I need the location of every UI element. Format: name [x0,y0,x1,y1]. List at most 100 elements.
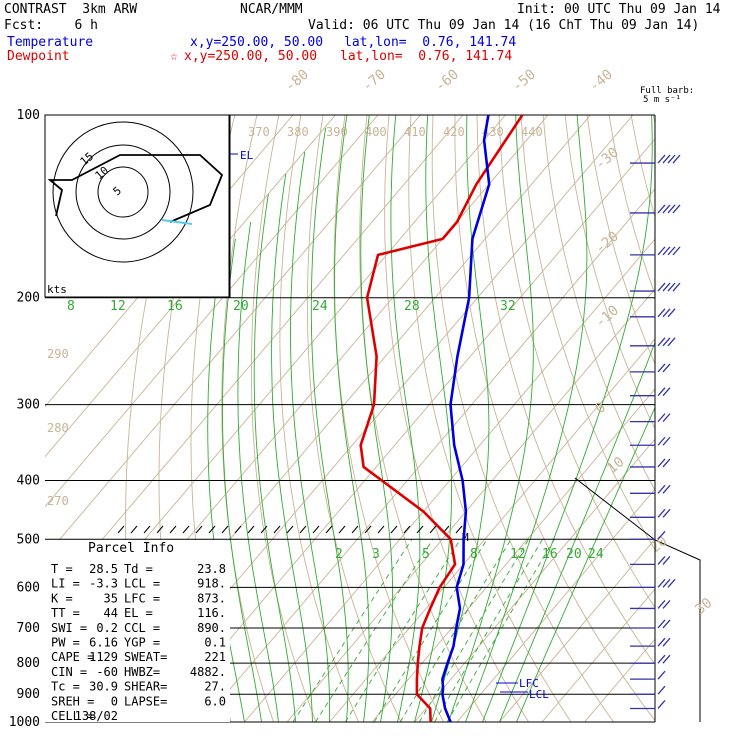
parcel-info-value: 6.16 [89,636,118,650]
el-label: EL [240,149,254,162]
theta-tick-label: 430 [482,125,504,139]
dewpoint-legend-label: Dewpoint [7,49,70,64]
isotherm-line [45,115,379,508]
pressure-tick-label: 400 [17,473,40,488]
wind-barb-flag [657,204,666,214]
isotherm-line [286,288,655,722]
valid-time: Valid: 06 UTC Thu 09 Jan 14 (16 ChT Thu … [308,18,700,33]
wind-barb-flag [667,282,676,292]
wind-barb-flag [657,508,666,518]
parcel-info-value: 890. [197,621,226,635]
hodograph-kts-label: kts [47,283,67,296]
hodograph-ring [97,166,149,218]
isotherm-tick-label: -80 [282,67,312,96]
pressure-tick-label: 900 [17,687,40,702]
dry-adiabat-line [719,115,740,722]
hatch-mark [130,525,138,534]
pressure-tick-label: 800 [17,656,40,671]
parcel-info-key: HWBZ= [124,665,160,679]
hatch-mark [455,525,463,534]
wind-barb-flag [667,308,676,318]
parcel-info-key: Td = [124,562,153,576]
parcel-info-key: CAPE = [51,650,94,664]
dry-adiabat-line [384,115,529,722]
moist-adiabat-line [448,115,534,722]
wind-barb-flag [662,619,671,629]
parcel-info-value: 4882. [190,665,226,679]
source-title: NCAR/MMM [240,2,303,17]
wind-barb-flag [657,600,666,609]
theta-tick-label: 410 [404,125,426,139]
hatch-mark [416,525,424,534]
hatch-mark [221,525,229,534]
isotherm-line [456,488,655,722]
wind-barb-flag [662,600,671,609]
mixing-ratio-line [446,539,555,722]
theta-tick-label: 420 [443,125,465,139]
dry-adiabat-line [431,115,614,722]
hatch-mark [312,525,320,534]
wind-barb-flag [662,282,671,292]
moist-adiabat-line [334,115,370,722]
wind-barb-flag [662,555,671,565]
isotherm-tick-label: -60 [432,67,462,96]
isotherm-tick-label: 10 [604,454,627,477]
temperature-profile [441,114,491,723]
mixing-ratio-line [419,539,530,722]
dewpoint-star-icon: ☆ [170,49,178,64]
wind-barb-flag [662,308,671,318]
wind-barb-flag [657,654,666,664]
moist-adiabat-line [237,221,279,722]
hatch-mark [390,525,398,534]
hatch-mark [364,525,372,534]
parcel-info-value: 23.8 [197,562,226,576]
wind-barb-flag [657,670,666,680]
isotherm-line [159,138,655,722]
hatch-mark [117,525,125,534]
wind-barb-flag [657,555,666,565]
parcel-info-key: EL = [124,606,153,620]
wind-barb-flag [662,363,671,373]
moist-adiabat-line [482,115,653,722]
lfc-label: LFC [519,677,539,690]
hodograph-storm-motion [161,219,193,225]
mixing-ratio-line [315,539,434,722]
hodograph-trace [47,154,224,223]
moist-adiabat-tick-label: 20 [233,299,249,314]
parcel-info-value: 30.9 [89,680,118,694]
parcel-info-value: 27. [204,680,226,694]
dry-adiabat-line [542,115,655,492]
wind-barb-flag [657,530,666,540]
wind-barb-flag [657,700,666,709]
wind-barb-flag [672,282,681,292]
isotherm-tick-label: -70 [359,67,389,96]
mixing-ratio-tick-label: 24 [588,547,604,562]
dry-adiabat-line [498,115,655,609]
parcel-info-value: -60 [96,665,118,679]
wind-barb-flag [657,436,666,446]
wind-barb-flag [657,337,666,347]
dry-adiabat-line [586,115,655,365]
wind-barb-flag [657,484,666,494]
wind-barb-flag [657,685,666,695]
parcel-info-value: 918. [197,577,226,591]
isotherm-line [499,538,655,722]
isotherm-line [45,115,464,608]
wind-barb-flag [657,637,666,647]
wind-barb-flag [657,246,666,256]
wind-barb-flag [662,436,671,446]
wind-barb-flag [657,578,666,588]
isotherm-line [244,238,655,722]
pressure-tick-label: 500 [17,532,40,547]
isotherm-line [45,115,336,458]
moist-adiabat-tick-label: 32 [500,299,516,314]
theta-tick-label: 380 [287,125,309,139]
pressure-tick-label: 100 [17,108,40,123]
moist-adiabat-tick-label: 28 [404,299,420,314]
model-title: CONTRAST 3km ARW [4,2,138,17]
mixing-ratio-line [399,539,512,722]
moist-adiabat-line [390,115,421,722]
lcl-label: LCL [529,688,549,701]
isotherm-tick-label: -40 [586,67,616,96]
moist-adiabat-tick-label: 12 [110,299,126,314]
